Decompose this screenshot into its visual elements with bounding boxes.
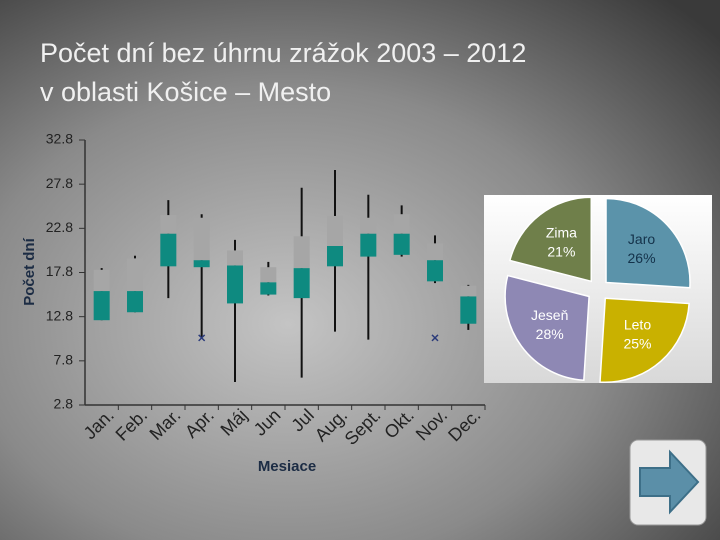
box-lower xyxy=(293,268,310,299)
box-lower xyxy=(93,291,110,321)
box-upper xyxy=(293,236,310,269)
y-tick-label: 22.8 xyxy=(46,219,73,235)
y-tick-label: 12.8 xyxy=(46,307,73,323)
outlier xyxy=(431,334,439,342)
box-upper xyxy=(393,214,410,234)
pie-chart: Jaro 26% Leto 25% Jeseň 28% Zima 21% xyxy=(504,196,691,383)
pie-slice xyxy=(504,274,590,382)
box-lower xyxy=(427,260,443,282)
box-upper xyxy=(427,243,443,261)
box-upper xyxy=(327,215,343,246)
next-button[interactable] xyxy=(629,439,707,526)
box-lower xyxy=(327,246,343,267)
slice-value-label: 25% xyxy=(623,335,651,351)
slice-name: Leto xyxy=(624,316,651,332)
box-upper xyxy=(260,267,277,283)
y-axis-label: Počet dní xyxy=(21,237,38,305)
box-upper xyxy=(127,258,143,292)
y-tick-label: 32.8 xyxy=(46,131,73,147)
slice-name: Jeseň xyxy=(531,307,568,323)
title-line: Počet dní bez úhrnu zrážok 2003 – 2012 xyxy=(40,38,526,68)
arrow-icon[interactable] xyxy=(639,449,700,515)
x-axis-label: Mesiace xyxy=(258,458,316,475)
box-lower xyxy=(193,260,210,268)
box-upper xyxy=(160,215,177,234)
slice-name: Zima xyxy=(546,225,577,241)
slice-value-label: 28% xyxy=(536,326,564,342)
slice-value-label: 21% xyxy=(547,244,575,260)
pie-slice xyxy=(605,197,691,289)
box-lower xyxy=(393,233,410,255)
y-tick-label: 2.8 xyxy=(54,396,74,412)
y-tick-label: 17.8 xyxy=(46,263,73,279)
title-line: v oblasti Košice – Mesto xyxy=(40,77,331,107)
pie-slice xyxy=(508,196,593,283)
box-upper xyxy=(193,217,210,261)
outlier xyxy=(198,334,206,342)
box-upper xyxy=(460,285,477,297)
box-upper xyxy=(93,269,110,292)
slice-name: Jaro xyxy=(628,231,655,247)
box-upper xyxy=(360,217,377,234)
y-tick-label: 27.8 xyxy=(46,175,73,191)
box-lower xyxy=(160,233,177,267)
box-lower xyxy=(227,265,243,304)
box-lower xyxy=(127,291,143,313)
box-lower xyxy=(360,233,377,257)
box-lower xyxy=(260,282,277,295)
box-upper xyxy=(227,250,243,266)
box-lower xyxy=(460,296,477,324)
pie-slice xyxy=(599,297,690,383)
slice-value-label: 26% xyxy=(628,250,656,266)
y-tick-label: 7.8 xyxy=(54,352,74,368)
